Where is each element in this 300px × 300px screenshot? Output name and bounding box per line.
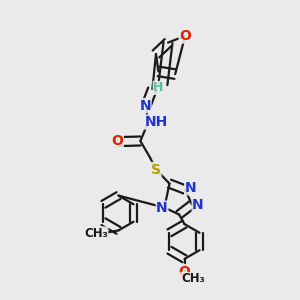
Text: CH₃: CH₃ [84, 227, 108, 240]
Text: H: H [153, 81, 164, 94]
Text: N: N [156, 201, 168, 215]
Text: N: N [140, 99, 151, 112]
Text: N: N [185, 181, 196, 195]
Text: O: O [111, 134, 123, 148]
Text: N: N [192, 198, 204, 212]
Text: S: S [151, 163, 161, 176]
Text: O: O [179, 29, 191, 43]
Text: CH₃: CH₃ [181, 272, 205, 286]
Text: O: O [178, 265, 190, 278]
Text: NH: NH [145, 115, 168, 129]
